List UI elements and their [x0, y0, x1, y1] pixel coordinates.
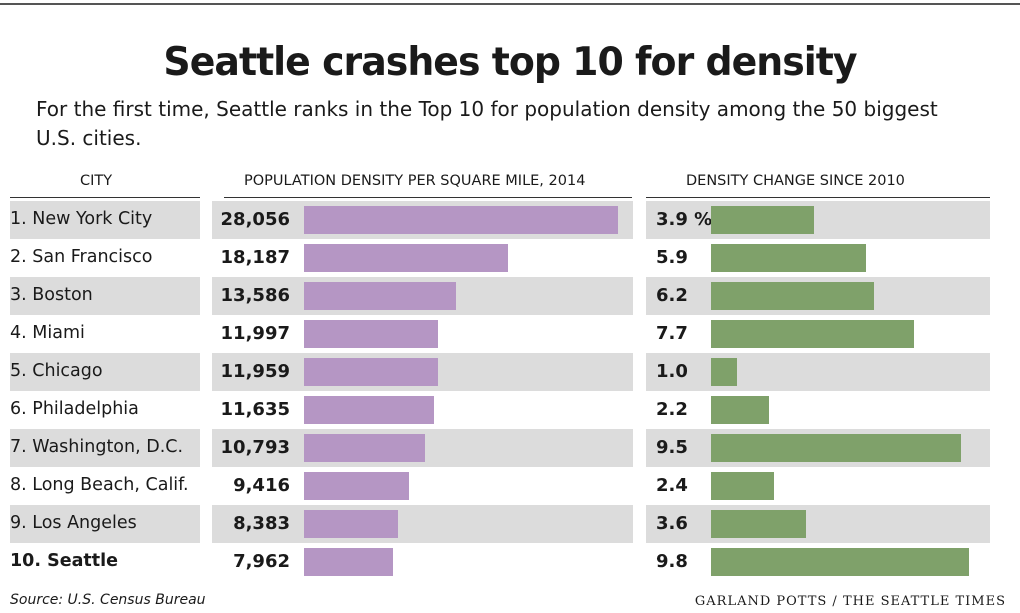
density-bar [304, 472, 409, 500]
change-value-label: 3.9 % [656, 209, 713, 230]
density-value-label: 18,187 [220, 247, 290, 268]
rule-density [224, 197, 632, 198]
table-row-stripe [10, 353, 990, 391]
city-label: 7. Washington, D.C. [10, 437, 184, 457]
change-value-label: 3.6 [656, 513, 688, 534]
density-value-label: 28,056 [220, 209, 290, 230]
change-value-label: 7.7 [656, 323, 688, 344]
city-label: 2. San Francisco [10, 247, 153, 267]
source-note: Source: U.S. Census Bureau [10, 592, 206, 608]
density-bar [304, 358, 438, 386]
density-value-label: 10,793 [220, 437, 290, 458]
density-value-label: 11,959 [220, 361, 290, 382]
graphic-credit: GARLAND POTTS / THE SEATTLE TIMES [694, 594, 1006, 609]
city-label: 8. Long Beach, Calif. [10, 475, 189, 495]
density-bar [304, 320, 438, 348]
change-bar [711, 244, 866, 272]
chart-subtitle: For the first time, Seattle ranks in the… [36, 97, 938, 150]
city-label: 1. New York City [10, 209, 153, 229]
city-label: 5. Chicago [10, 361, 103, 381]
city-label: 6. Philadelphia [10, 399, 139, 419]
change-value-label: 6.2 [656, 285, 688, 306]
rule-city [10, 197, 200, 198]
density-value-label: 11,635 [220, 399, 290, 420]
change-value-label: 9.5 [656, 437, 688, 458]
density-value-label: 9,416 [233, 475, 290, 496]
change-bar [711, 282, 874, 310]
city-label: 9. Los Angeles [10, 513, 137, 533]
change-value-label: 1.0 [656, 361, 688, 382]
top-rule [0, 3, 1020, 5]
density-bar [304, 434, 425, 462]
column-header-density: POPULATION DENSITY PER SQUARE MILE, 2014 [244, 173, 586, 189]
density-bar [304, 206, 618, 234]
change-value-label: 2.4 [656, 475, 688, 496]
column-separator [633, 198, 646, 590]
change-bar [711, 206, 814, 234]
density-value-label: 13,586 [220, 285, 290, 306]
city-label: 3. Boston [10, 285, 93, 305]
chart-title: Seattle crashes top 10 for density [163, 40, 857, 85]
change-bar [711, 510, 806, 538]
density-value-label: 7,962 [233, 551, 290, 572]
density-bar [304, 396, 434, 424]
density-value-label: 11,997 [220, 323, 290, 344]
change-bar [711, 472, 774, 500]
change-bar [711, 320, 914, 348]
density-bar [304, 282, 456, 310]
column-header-city: CITY [80, 173, 113, 189]
density-bar [304, 244, 508, 272]
change-bar [711, 548, 969, 576]
column-header-change: DENSITY CHANGE SINCE 2010 [686, 173, 905, 189]
change-value-label: 5.9 [656, 247, 688, 268]
city-label: 4. Miami [10, 323, 85, 343]
change-bar [711, 396, 769, 424]
density-bar [304, 510, 398, 538]
change-value-label: 9.8 [656, 551, 688, 572]
change-bar [711, 434, 961, 462]
city-label: 10. Seattle [10, 551, 118, 571]
rule-change [646, 197, 990, 198]
density-bar [304, 548, 393, 576]
table-row-stripe [10, 505, 990, 543]
change-bar [711, 358, 737, 386]
density-value-label: 8,383 [233, 513, 290, 534]
change-value-label: 2.2 [656, 399, 688, 420]
column-separator [200, 198, 212, 590]
